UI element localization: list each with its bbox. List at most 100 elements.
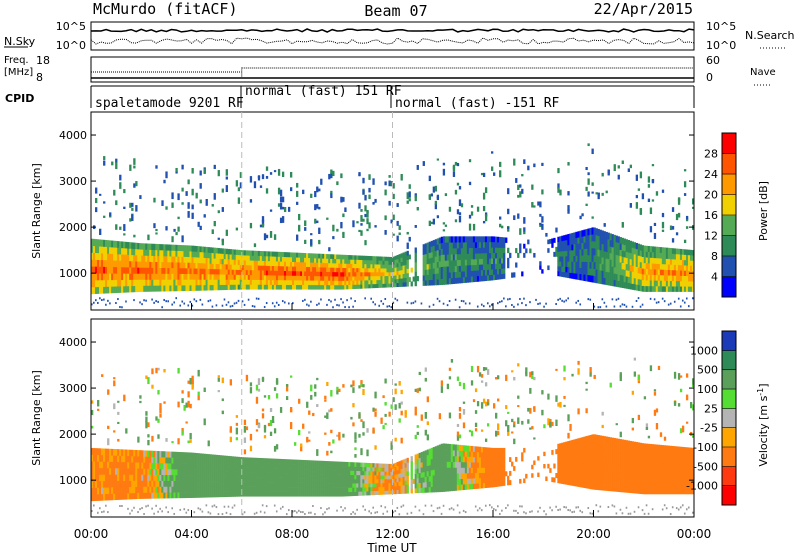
power-cell xyxy=(261,274,265,281)
power-cell xyxy=(167,244,170,251)
velocity-cell xyxy=(442,479,446,486)
velocity-cell xyxy=(410,479,413,485)
velocity-cell xyxy=(179,474,182,481)
velocity-echo xyxy=(147,422,150,428)
velocity-cell xyxy=(396,485,399,491)
velocity-cell xyxy=(466,483,470,490)
power-cell xyxy=(635,242,639,250)
power-cell xyxy=(107,273,110,281)
velocity-cell xyxy=(159,451,162,458)
velocity-cell xyxy=(255,486,259,492)
velocity-cell xyxy=(229,476,232,482)
velocity-cell xyxy=(253,472,257,478)
power-cell xyxy=(354,276,357,281)
velocity-cell xyxy=(263,486,267,492)
velocity-echo xyxy=(450,359,454,363)
power-cell xyxy=(687,249,691,256)
power-cell xyxy=(663,252,667,259)
velocity-cell xyxy=(314,478,317,484)
power-echo xyxy=(269,209,273,212)
power-cell xyxy=(446,260,450,267)
power-echo xyxy=(153,197,156,203)
power-cell xyxy=(607,252,610,260)
velocity-cell xyxy=(326,483,329,488)
power-cell xyxy=(205,257,208,264)
power-cell xyxy=(249,269,253,276)
power-ground-speckle xyxy=(593,305,596,308)
power-cell xyxy=(133,242,136,250)
velocity-cell xyxy=(249,476,253,483)
power-echo xyxy=(396,203,399,207)
velocity-cell xyxy=(241,457,245,463)
power-cell xyxy=(460,277,464,284)
power-echo xyxy=(416,164,419,170)
power-ground-speckle xyxy=(384,297,387,300)
power-cell xyxy=(348,255,351,260)
power-cell xyxy=(404,260,407,265)
power-cell xyxy=(320,280,323,286)
power-cell xyxy=(193,268,196,275)
velocity-cell xyxy=(356,483,359,488)
velocity-cell xyxy=(495,472,498,478)
power-cell xyxy=(189,279,192,286)
velocity-cell xyxy=(275,477,279,483)
power-cell xyxy=(326,284,329,290)
velocity-echo xyxy=(289,422,293,429)
velocity-cell xyxy=(302,473,305,479)
power-cell xyxy=(657,280,661,287)
velocity-cell xyxy=(304,491,307,497)
velocity-cell xyxy=(181,463,184,470)
power-cell xyxy=(105,273,108,281)
power-ground-speckle xyxy=(603,301,606,304)
velocity-cell xyxy=(296,468,299,474)
velocity-cell xyxy=(243,457,247,463)
velocity-cell xyxy=(243,467,247,473)
power-cell xyxy=(641,274,645,281)
velocity-cell xyxy=(217,455,220,461)
power-echo xyxy=(358,173,361,177)
power-cell xyxy=(109,273,112,281)
velocity-cell xyxy=(151,480,154,487)
power-cell xyxy=(362,280,365,285)
velocity-ground-speckle xyxy=(430,504,433,507)
power-cell xyxy=(137,242,140,250)
power-cell xyxy=(271,275,275,281)
power-cell xyxy=(199,246,202,253)
velocity-ground-speckle xyxy=(155,504,157,507)
power-cell xyxy=(219,253,222,259)
velocity-cell xyxy=(179,463,182,470)
velocity-echo xyxy=(470,380,474,386)
velocity-cell xyxy=(384,475,387,480)
power-echo xyxy=(374,225,377,228)
power-cell xyxy=(223,264,226,270)
power-cell xyxy=(253,260,257,266)
power-ground-speckle xyxy=(555,303,557,306)
power-cbar-label: Power [dB] xyxy=(757,181,770,241)
velocity-cell xyxy=(358,462,361,467)
velocity-cell xyxy=(277,472,281,478)
power-cell xyxy=(201,273,204,280)
power-cell xyxy=(497,252,500,259)
velocity-cell xyxy=(470,478,474,484)
power-cell xyxy=(603,257,606,265)
power-echo xyxy=(211,229,214,235)
power-cell xyxy=(167,273,170,280)
power-cell xyxy=(573,261,576,268)
velocity-cell xyxy=(275,463,279,469)
power-cell xyxy=(271,261,275,267)
power-ground-speckle xyxy=(115,302,117,305)
velocity-echo xyxy=(123,394,126,402)
velocity-cell xyxy=(241,476,245,482)
velocity-cell xyxy=(107,474,110,482)
velocity-cell xyxy=(332,474,335,480)
power-echo xyxy=(671,226,675,230)
power-cell xyxy=(569,233,572,240)
velocity-cell xyxy=(273,491,277,497)
power-cell xyxy=(265,270,269,276)
velocity-cell xyxy=(422,456,425,462)
power-echo xyxy=(436,196,440,201)
velocity-cell xyxy=(139,468,142,475)
power-cell xyxy=(625,282,628,289)
velocity-echo xyxy=(394,437,397,442)
velocity-cell xyxy=(509,457,512,463)
